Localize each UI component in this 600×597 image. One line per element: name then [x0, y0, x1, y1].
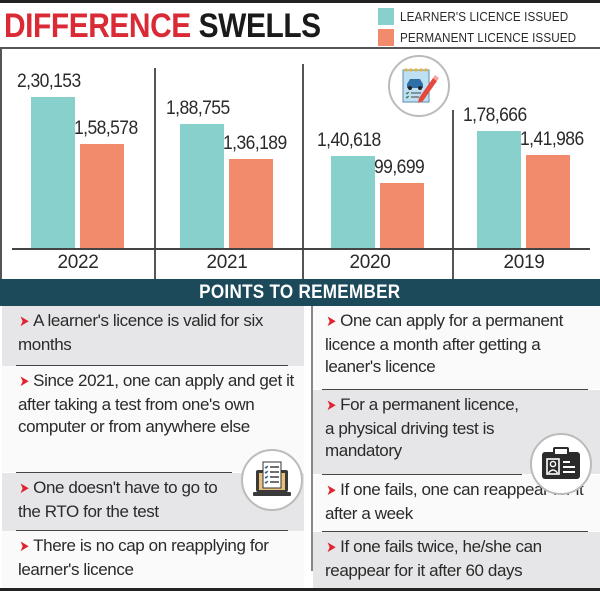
legend-item-permanent: PERMANENT LICENCE ISSUED — [378, 27, 596, 47]
legend-item-learner: LEARNER'S LICENCE ISSUED — [378, 6, 596, 26]
row-divider — [16, 530, 288, 532]
point-item: ➤ There is no cap on reapplying for learn… — [2, 531, 304, 588]
page-title: DIFFERENCE SWELLS — [4, 6, 321, 46]
row-divider — [322, 474, 522, 476]
top-border — [0, 0, 600, 3]
x-label-2022: 2022 — [57, 252, 99, 273]
bar-learner-2021 — [180, 124, 224, 248]
row-divider — [322, 531, 588, 533]
value-label-learner-2019: 1,78,666 — [463, 105, 527, 126]
bullet-arrow-icon: ➤ — [326, 539, 336, 556]
value-label-learner-2022: 2,30,153 — [17, 71, 81, 92]
title-part-swells: SWELLS — [198, 7, 321, 45]
x-label-2019: 2019 — [503, 252, 545, 273]
bullet-arrow-icon: ➤ — [19, 313, 29, 330]
bottom-border — [0, 588, 600, 591]
bullet-arrow-icon: ➤ — [326, 482, 336, 499]
points-banner: POINTS TO REMEMBER — [0, 279, 600, 306]
value-label-permanent-2020: 99,699 — [374, 157, 425, 178]
bar-learner-2022 — [31, 97, 75, 248]
point-text: For a permanent licence, a physical driv… — [325, 395, 519, 460]
point-text: Since 2021, one can apply and get it aft… — [18, 371, 294, 436]
legend-label-permanent: PERMANENT LICENCE ISSUED — [400, 29, 577, 45]
value-label-permanent-2019: 1,41,986 — [520, 129, 584, 150]
bullet-arrow-icon: ➤ — [19, 480, 29, 497]
chart-frame-left — [0, 47, 2, 280]
point-text: If one fails twice, he/she can reappear … — [325, 537, 542, 580]
x-label-2020: 2020 — [349, 252, 391, 273]
point-item: ➤ A learner's licence is valid for six mo… — [2, 306, 304, 366]
laptop-checklist-icon — [241, 449, 303, 511]
id-card-icon — [530, 433, 592, 495]
row-divider — [16, 365, 288, 367]
value-label-permanent-2021: 1,36,189 — [223, 133, 287, 154]
chart-area — [0, 47, 600, 280]
chart-baseline — [12, 248, 590, 250]
row-divider — [322, 389, 588, 391]
bar-permanent-2022 — [80, 144, 124, 248]
bullet-arrow-icon: ➤ — [19, 373, 29, 390]
bar-permanent-2021 — [229, 159, 273, 248]
value-label-permanent-2022: 1,58,578 — [74, 118, 138, 139]
bar-permanent-2020 — [380, 183, 424, 248]
row-divider — [16, 472, 232, 474]
point-text: A learner's licence is valid for six mon… — [18, 311, 263, 354]
driving-checklist-icon — [388, 55, 450, 117]
bar-learner-2019 — [477, 131, 521, 248]
bar-permanent-2019 — [526, 155, 570, 248]
point-item: ➤ If one fails twice, he/she can reappear… — [313, 532, 600, 588]
x-label-2021: 2021 — [206, 252, 248, 273]
bullet-arrow-icon: ➤ — [19, 538, 29, 555]
value-label-learner-2020: 1,40,618 — [317, 130, 381, 151]
banner-title: POINTS TO REMEMBER — [199, 282, 401, 303]
value-label-learner-2021: 1,88,755 — [166, 98, 230, 119]
title-part-difference: DIFFERENCE — [4, 7, 191, 45]
point-text: There is no cap on reapplying for learne… — [18, 536, 269, 579]
column-divider — [311, 306, 313, 571]
legend-label-learner: LEARNER'S LICENCE ISSUED — [400, 8, 569, 24]
legend-swatch-learner — [378, 7, 394, 25]
point-item: ➤ One can apply for a permanent licence a… — [313, 306, 600, 389]
point-text: One doesn't have to go to the RTO for th… — [18, 478, 218, 521]
point-text: One can apply for a permanent licence a … — [325, 311, 563, 376]
panel-divider — [452, 110, 454, 280]
legend-swatch-permanent — [378, 28, 394, 46]
bullet-arrow-icon: ➤ — [326, 397, 336, 414]
chart-legend: LEARNER'S LICENCE ISSUED PERMANENT LICEN… — [378, 6, 596, 48]
panel-divider — [302, 64, 304, 280]
point-text: If one fails, one can reappear for it af… — [325, 480, 584, 523]
bar-learner-2020 — [331, 156, 375, 248]
panel-divider — [154, 68, 156, 280]
bullet-arrow-icon: ➤ — [326, 313, 336, 330]
